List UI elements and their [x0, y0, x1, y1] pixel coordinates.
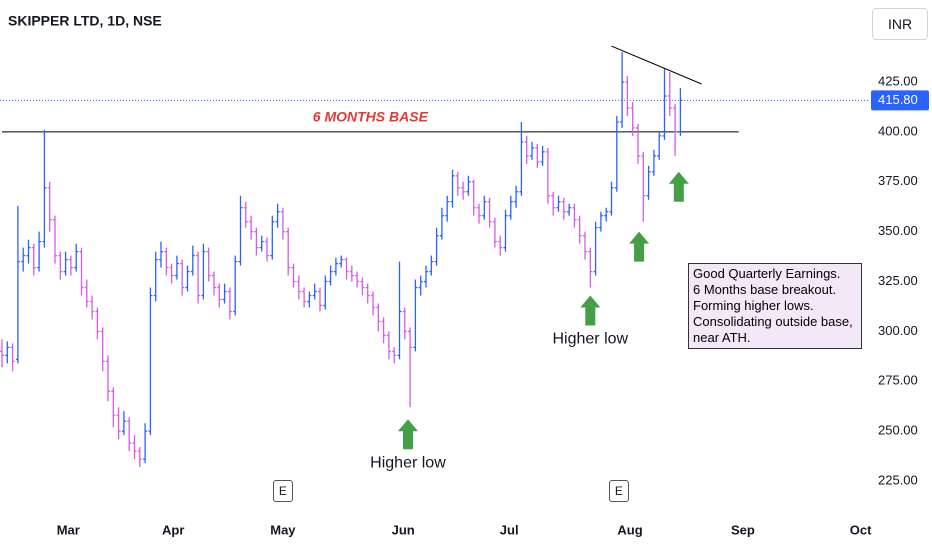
base-line-label: 6 MONTHS BASE: [313, 109, 429, 125]
note-line: near ATH.: [693, 330, 751, 345]
x-tick-label: Jun: [392, 522, 415, 537]
x-tick-label: Oct: [850, 522, 872, 537]
x-tick-label: May: [270, 522, 296, 537]
y-tick-label: 250.00: [878, 423, 918, 438]
note-line: Forming higher lows.: [693, 298, 814, 313]
y-tick-label: 350.00: [878, 223, 918, 238]
y-tick-label: 225.00: [878, 473, 918, 488]
up-arrow: [629, 231, 650, 262]
currency-button[interactable]: INR: [872, 8, 928, 40]
x-tick-label: Apr: [162, 522, 184, 537]
y-tick-label: 425.00: [878, 73, 918, 88]
trendline: [611, 45, 702, 85]
note-line: Good Quarterly Earnings.: [693, 266, 841, 281]
last-price-tag: [871, 90, 929, 111]
chart-title: SKIPPER LTD, 1D, NSE: [8, 13, 162, 29]
earnings-marker[interactable]: E: [272, 480, 293, 502]
note-line: Consolidating outside base,: [693, 314, 853, 329]
x-tick-label: Sep: [731, 522, 755, 537]
note-box: Good Quarterly Earnings. 6 Months base br…: [688, 263, 862, 349]
up-arrow: [580, 295, 601, 326]
y-tick-label: 300.00: [878, 323, 918, 338]
arrow-label: Higher low: [370, 454, 446, 471]
y-tick-label: 275.00: [878, 373, 918, 388]
y-tick-label: 400.00: [878, 123, 918, 138]
x-tick-label: Mar: [57, 522, 80, 537]
y-tick-label: 325.00: [878, 273, 918, 288]
x-tick-label: Aug: [617, 522, 642, 537]
up-arrow: [668, 171, 689, 202]
up-arrow: [397, 419, 418, 450]
last-price-label: 415.80: [878, 92, 918, 107]
earnings-marker[interactable]: E: [608, 480, 629, 502]
note-line: 6 Months base breakout.: [693, 282, 837, 297]
y-tick-label: 375.00: [878, 173, 918, 188]
arrow-label: Higher low: [553, 331, 629, 348]
x-tick-label: Jul: [500, 522, 519, 537]
